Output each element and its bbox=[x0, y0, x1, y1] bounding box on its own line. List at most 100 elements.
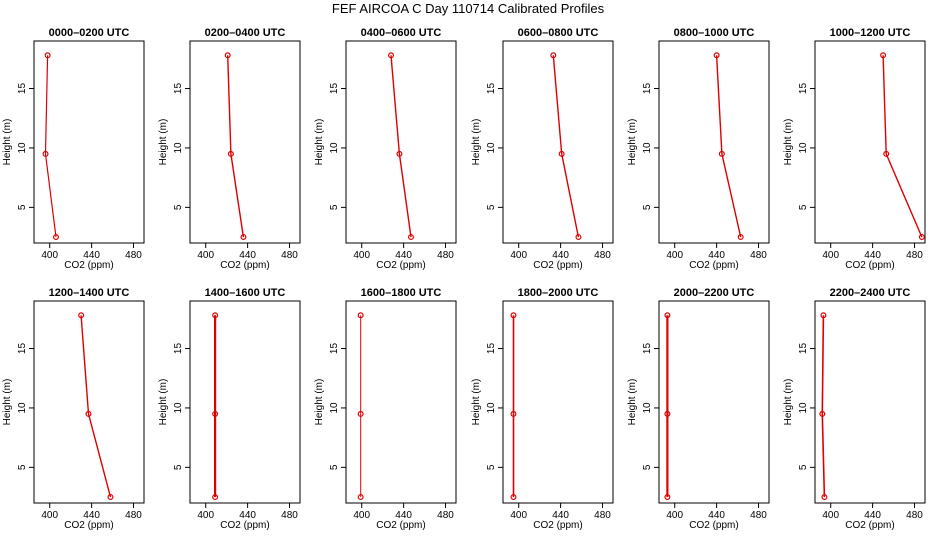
profile-point bbox=[819, 410, 826, 417]
profile-point bbox=[718, 150, 725, 157]
y-axis-label: Height (m) bbox=[158, 119, 169, 166]
panel-title: 1600–1800 UTC bbox=[361, 287, 442, 299]
profile-line bbox=[44, 55, 57, 238]
y-tick-label: 15 bbox=[17, 83, 28, 95]
profile-point bbox=[357, 312, 364, 319]
panel-12: 2200–2400 UTC 400 440 480 5 10 15 CO2 (ppm) Heig… bbox=[783, 287, 926, 531]
y-tick-label: 5 bbox=[173, 464, 184, 470]
x-axis-label: CO2 (ppm) bbox=[220, 520, 269, 531]
y-tick-label: 15 bbox=[173, 83, 184, 95]
panel-title: 0400–0600 UTC bbox=[361, 27, 442, 39]
x-tick-label: 400 bbox=[353, 510, 370, 521]
y-tick-label: 15 bbox=[642, 83, 653, 95]
x-tick-label: 440 bbox=[239, 250, 256, 261]
panel-2: 0200–0400 UTC 400 440 480 5 10 15 CO2 (ppm) Heig… bbox=[158, 27, 301, 271]
y-axis-label: Height (m) bbox=[2, 119, 13, 166]
plot-frame bbox=[502, 300, 614, 504]
profile-line bbox=[80, 315, 112, 498]
x-tick-label: 480 bbox=[281, 510, 298, 521]
profile-point bbox=[224, 52, 231, 59]
x-tick-label: 480 bbox=[906, 250, 923, 261]
profile-line bbox=[227, 55, 245, 238]
profile-point bbox=[396, 150, 403, 157]
y-tick-label: 5 bbox=[17, 464, 28, 470]
plot-frame bbox=[189, 40, 301, 244]
profile-point bbox=[883, 150, 890, 157]
plot-frame bbox=[658, 40, 770, 244]
y-tick-label: 15 bbox=[329, 83, 340, 95]
x-tick-label: 480 bbox=[125, 510, 142, 521]
plot-frame bbox=[658, 300, 770, 504]
plot-frame bbox=[502, 40, 614, 244]
x-tick-label: 480 bbox=[750, 250, 767, 261]
x-tick-label: 480 bbox=[594, 250, 611, 261]
profile-point bbox=[820, 312, 827, 319]
y-tick-label: 5 bbox=[17, 204, 28, 210]
y-tick-label: 5 bbox=[642, 204, 653, 210]
panel-title: 1200–1400 UTC bbox=[49, 287, 130, 299]
figure-title: FEF AIRCOA C Day 110714 Calibrated Profi… bbox=[332, 1, 605, 16]
x-tick-label: 400 bbox=[197, 510, 214, 521]
y-tick-label: 5 bbox=[329, 464, 340, 470]
panel-title: 2200–2400 UTC bbox=[830, 287, 911, 299]
y-axis-label: Height (m) bbox=[314, 119, 325, 166]
profile-point bbox=[357, 494, 364, 501]
y-tick-label: 5 bbox=[329, 204, 340, 210]
profile-point bbox=[240, 234, 247, 241]
y-axis-label: Height (m) bbox=[2, 379, 13, 426]
panel-title: 0200–0400 UTC bbox=[205, 27, 286, 39]
x-tick-label: 480 bbox=[750, 510, 767, 521]
panel-8: 1400–1600 UTC 400 440 480 5 10 15 CO2 (ppm) Heig… bbox=[158, 287, 301, 531]
profile-point bbox=[227, 150, 234, 157]
y-tick-label: 5 bbox=[486, 464, 497, 470]
x-axis-label: CO2 (ppm) bbox=[689, 520, 738, 531]
profile-line bbox=[715, 55, 742, 238]
y-tick-label: 5 bbox=[798, 204, 809, 210]
x-tick-label: 480 bbox=[281, 250, 298, 261]
panel-title: 1800–2000 UTC bbox=[518, 287, 599, 299]
panel-title: 0000–0200 UTC bbox=[49, 27, 130, 39]
y-tick-label: 10 bbox=[329, 402, 340, 414]
profile-point bbox=[918, 234, 925, 241]
profile-point bbox=[510, 312, 517, 319]
y-tick-label: 10 bbox=[486, 142, 497, 154]
x-tick-label: 400 bbox=[666, 250, 683, 261]
x-tick-label: 400 bbox=[41, 510, 58, 521]
y-tick-label: 5 bbox=[642, 464, 653, 470]
x-tick-label: 480 bbox=[906, 510, 923, 521]
x-axis-label: CO2 (ppm) bbox=[845, 520, 894, 531]
y-tick-label: 10 bbox=[798, 142, 809, 154]
x-axis-label: CO2 (ppm) bbox=[220, 260, 269, 271]
profile-point bbox=[42, 150, 49, 157]
x-axis-label: CO2 (ppm) bbox=[64, 260, 113, 271]
y-tick-label: 15 bbox=[486, 83, 497, 95]
x-tick-label: 440 bbox=[864, 510, 881, 521]
x-tick-label: 480 bbox=[437, 510, 454, 521]
profile-point bbox=[880, 52, 887, 59]
x-tick-label: 400 bbox=[822, 510, 839, 521]
panel-7: 1200–1400 UTC 400 440 480 5 10 15 CO2 (ppm) Heig… bbox=[2, 287, 145, 531]
y-tick-label: 5 bbox=[486, 204, 497, 210]
profile-point bbox=[212, 312, 219, 319]
y-axis-label: Height (m) bbox=[627, 379, 638, 426]
x-tick-label: 440 bbox=[83, 510, 100, 521]
x-tick-label: 400 bbox=[197, 250, 214, 261]
plot-frame bbox=[814, 300, 926, 504]
x-tick-label: 440 bbox=[395, 250, 412, 261]
plot-frame bbox=[33, 40, 145, 244]
y-axis-label: Height (m) bbox=[158, 379, 169, 426]
panel-grid: 0000–0200 UTC 400 440 480 5 10 15 CO2 (ppm) Heig… bbox=[2, 27, 926, 531]
x-tick-label: 400 bbox=[41, 250, 58, 261]
x-axis-label: CO2 (ppm) bbox=[376, 520, 425, 531]
x-axis-label: CO2 (ppm) bbox=[533, 260, 582, 271]
x-tick-label: 440 bbox=[395, 510, 412, 521]
panel-title: 0800–1000 UTC bbox=[674, 27, 755, 39]
y-tick-label: 10 bbox=[173, 142, 184, 154]
profile-point bbox=[664, 410, 671, 417]
profile-point bbox=[107, 494, 114, 501]
y-axis-label: Height (m) bbox=[471, 379, 482, 426]
x-tick-label: 440 bbox=[83, 250, 100, 261]
panel-1: 0000–0200 UTC 400 440 480 5 10 15 CO2 (ppm) Heig… bbox=[2, 27, 145, 271]
y-tick-label: 5 bbox=[798, 464, 809, 470]
profile-line bbox=[821, 315, 826, 498]
